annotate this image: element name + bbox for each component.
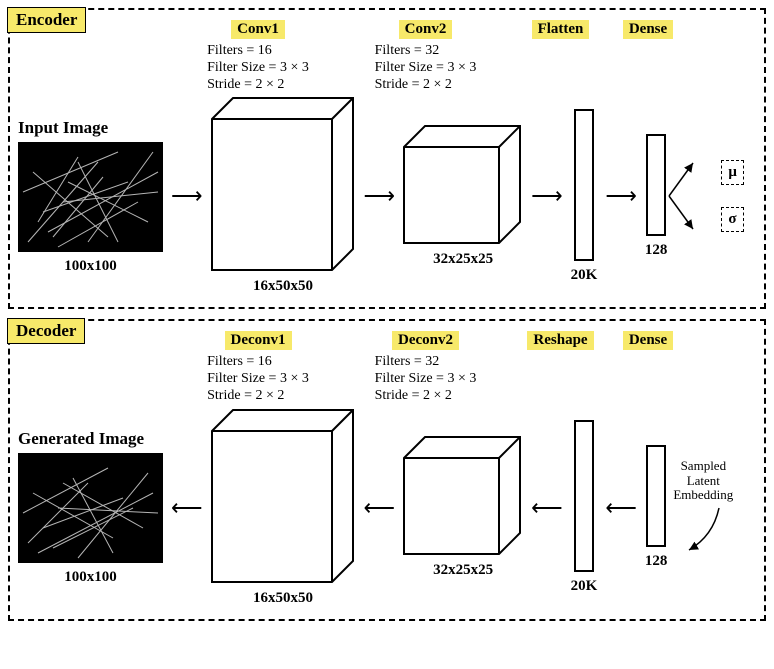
- deconv2-head: Deconv2: [392, 331, 459, 350]
- mu-box: μ: [721, 160, 744, 185]
- arrow-right-icon: ⟶: [523, 185, 571, 207]
- flatten-bar: 20K: [571, 109, 598, 284]
- deconv1-params: Filters = 16 Filter Size = 3 × 3 Stride …: [207, 354, 309, 404]
- deconv1-cube: 16x50x50: [211, 409, 356, 607]
- deconv2-dim: 32x25x25: [433, 562, 493, 579]
- sampled-latent: Sampled Latent Embedding: [673, 459, 733, 556]
- arrow-left-icon: ⟵: [597, 497, 645, 519]
- dense-dim-enc: 128: [645, 242, 668, 259]
- arrow-left-icon: ⟵: [523, 497, 571, 519]
- reshape-dim: 20K: [571, 578, 598, 595]
- dense-bar-dec: 128: [645, 445, 668, 570]
- encoder-panel: Encoder Conv1 Filters = 16 Filter Size =…: [8, 8, 766, 309]
- branch-arrows-icon: [667, 151, 697, 241]
- generated-title: Generated Image: [18, 429, 144, 449]
- deconv1-head: Deconv1: [225, 331, 292, 350]
- sigma-box: σ: [721, 207, 744, 232]
- conv1-dim: 16x50x50: [253, 278, 313, 295]
- arrow-right-icon: ⟶: [356, 185, 404, 207]
- generated-image: [18, 453, 163, 563]
- conv2-dim: 32x25x25: [433, 251, 493, 268]
- reshape-bar: 20K: [571, 420, 598, 595]
- input-dim: 100x100: [64, 258, 117, 275]
- deconv2-cube: 32x25x25: [403, 436, 523, 579]
- arrow-left-icon: ⟵: [356, 497, 404, 519]
- deconv2-params: Filters = 32 Filter Size = 3 × 3 Stride …: [375, 354, 477, 404]
- curved-arrow-icon: [683, 506, 723, 556]
- conv1-params: Filters = 16 Filter Size = 3 × 3 Stride …: [207, 43, 309, 93]
- input-image-col: Input Image 100x100: [18, 118, 163, 275]
- decoder-panel: Decoder Deconv1 Filters = 16 Filter Size…: [8, 319, 766, 620]
- arrow-left-icon: ⟵: [163, 497, 211, 519]
- conv2-head: Conv2: [399, 20, 453, 39]
- generated-image-col: Generated Image 100x100: [18, 429, 163, 586]
- conv2-cube: 32x25x25: [403, 125, 523, 268]
- conv2-params: Filters = 32 Filter Size = 3 × 3 Stride …: [375, 43, 477, 93]
- mu-sigma: μ σ: [721, 160, 744, 232]
- dense-bar-enc: 128: [645, 134, 668, 259]
- decoder-label: Decoder: [7, 318, 85, 344]
- arrow-right-icon: ⟶: [597, 185, 645, 207]
- deconv1-dim: 16x50x50: [253, 590, 313, 607]
- flatten-dim: 20K: [571, 267, 598, 284]
- reshape-head: Reshape: [527, 331, 593, 350]
- arrow-right-icon: ⟶: [163, 185, 211, 207]
- dense-head-dec: Dense: [623, 331, 673, 350]
- flatten-head: Flatten: [532, 20, 590, 39]
- conv1-cube: 16x50x50: [211, 97, 356, 295]
- input-title: Input Image: [18, 118, 108, 138]
- encoder-label: Encoder: [7, 7, 86, 33]
- dense-head-enc: Dense: [623, 20, 673, 39]
- input-image: [18, 142, 163, 252]
- generated-dim: 100x100: [64, 569, 117, 586]
- conv1-head: Conv1: [231, 20, 285, 39]
- dense-dim-dec: 128: [645, 553, 668, 570]
